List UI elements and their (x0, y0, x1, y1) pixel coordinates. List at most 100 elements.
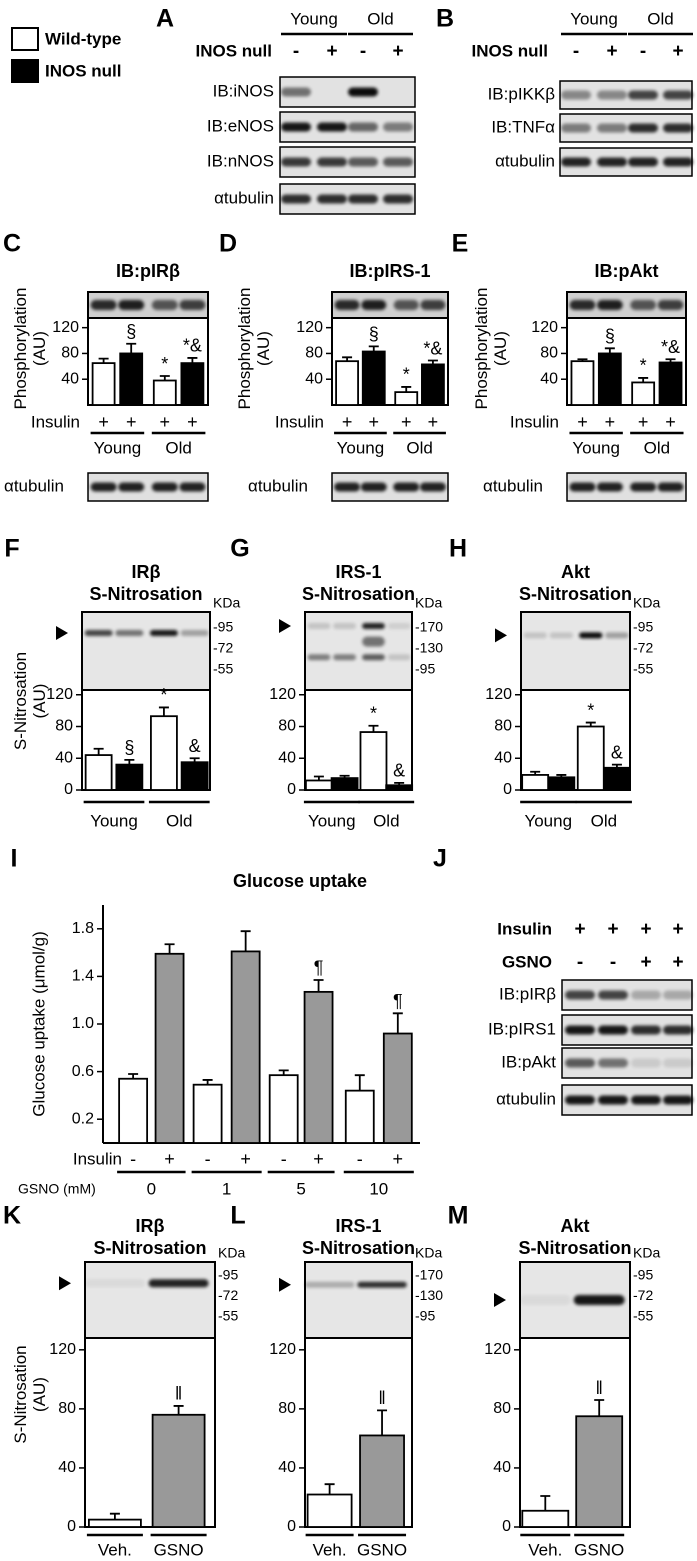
blot-band (628, 90, 658, 100)
condition-sign: + (607, 919, 618, 940)
blot-band (393, 482, 420, 492)
legend-swatch (11, 27, 39, 51)
y-tick-label: 0 (67, 1518, 76, 1535)
error-bar (109, 1512, 120, 1520)
blot-band (597, 157, 627, 167)
blot-band (151, 482, 178, 492)
blot-band (598, 1025, 628, 1035)
bar (361, 350, 386, 406)
blot-band (631, 990, 661, 1000)
bar (547, 776, 576, 791)
error-bar (324, 1483, 335, 1495)
blot-band (663, 1025, 693, 1035)
error-bar (313, 775, 324, 781)
bar (84, 754, 113, 791)
y-axis-label: Phosphorylation(AU) (235, 288, 273, 410)
significance-mark: ‖ (175, 1384, 182, 1404)
marker-label: -72 (213, 639, 233, 655)
blot-band (657, 482, 684, 492)
blot-band (663, 990, 693, 1000)
column-label: Old (367, 9, 393, 28)
condition-sign: + (672, 919, 683, 940)
blot-row-label: αtubulin (483, 476, 543, 495)
bar (421, 363, 445, 406)
blot-image (521, 612, 630, 690)
bar (119, 352, 144, 406)
y-tick-label: 80 (55, 718, 73, 735)
blot-band (565, 1095, 595, 1105)
bar (180, 362, 205, 406)
significance-mark: & (189, 736, 201, 756)
blot-band (663, 90, 693, 100)
blot-band (281, 122, 311, 132)
condition-sign: + (672, 41, 683, 62)
blot-band (663, 1058, 693, 1068)
y-tick-label: 0 (287, 781, 296, 798)
condition-label: GSNO (502, 952, 552, 971)
condition-sign: - (640, 41, 646, 62)
x-tick-label: - (130, 1149, 136, 1169)
error-bar (585, 721, 596, 727)
marker-label: -95 (213, 618, 233, 634)
x-tick-label: + (98, 412, 109, 432)
chart-title: IRβ (136, 1216, 165, 1236)
panel-letter: K (3, 1202, 21, 1230)
blot-band (360, 482, 387, 492)
blot-band (630, 482, 657, 492)
column-label: Old (647, 9, 673, 28)
y-tick-label: 120 (531, 319, 558, 336)
blot-band (561, 123, 591, 133)
error-bar (278, 1069, 289, 1076)
bar (359, 731, 388, 791)
condition-sign: - (610, 952, 616, 973)
marker-label: -95 (633, 618, 653, 634)
marker-label: -55 (218, 1307, 238, 1323)
significance-mark: § (605, 326, 615, 346)
significance-mark: ‖ (378, 1388, 385, 1408)
x-axis-label: Insulin (31, 412, 80, 431)
blot-row-label: αtubulin (4, 476, 64, 495)
bar (359, 1434, 405, 1528)
condition-sign: - (573, 41, 579, 62)
x-tick-label: + (313, 1149, 324, 1169)
blot-row-label: IB:TNFα (491, 117, 555, 136)
blot-row-label: IB:pIRS1 (488, 1019, 556, 1038)
blot-band (115, 630, 144, 637)
group-label: GSNO (574, 1540, 624, 1559)
chart-title: IRS-1 (335, 562, 381, 582)
group-label: 0 (147, 1179, 156, 1198)
blot-band (317, 194, 347, 204)
marker-label: -55 (633, 1307, 653, 1323)
marker-label: -55 (213, 660, 233, 676)
condition-sign: + (574, 919, 585, 940)
marker-label: -170 (415, 618, 443, 634)
blot-row-label: αtubulin (495, 151, 555, 170)
bar (382, 1032, 413, 1144)
y-tick-label: 40 (278, 749, 296, 766)
bar (576, 725, 605, 791)
blot-band (631, 1095, 661, 1105)
y-tick-label: 80 (278, 718, 296, 735)
blot-band (179, 300, 206, 310)
panel-letter: L (230, 1202, 245, 1230)
group-axis-label: GSNO (mM) (18, 1181, 96, 1197)
panel-letter: B (436, 5, 454, 33)
blot-band (362, 654, 385, 661)
bar (152, 379, 177, 406)
bar (150, 715, 178, 791)
condition-sign: - (293, 41, 299, 62)
blot-band (317, 122, 347, 132)
group-label: Old (166, 811, 192, 830)
y-tick-label: 0 (502, 1518, 511, 1535)
blot-band (565, 990, 595, 1000)
error-bar (240, 930, 251, 952)
blot-row-label: IB:pIKKβ (488, 84, 556, 103)
kda-label: KDa (415, 1245, 442, 1261)
y-tick-label: 40 (540, 370, 558, 387)
error-bar (128, 1073, 139, 1079)
chart-subtitle: S-Nitrosation (519, 584, 632, 604)
marker-label: -130 (415, 1287, 443, 1303)
blot-row-label: αtubulin (214, 188, 274, 207)
group-label: 10 (369, 1179, 388, 1198)
error-bar (368, 345, 379, 352)
